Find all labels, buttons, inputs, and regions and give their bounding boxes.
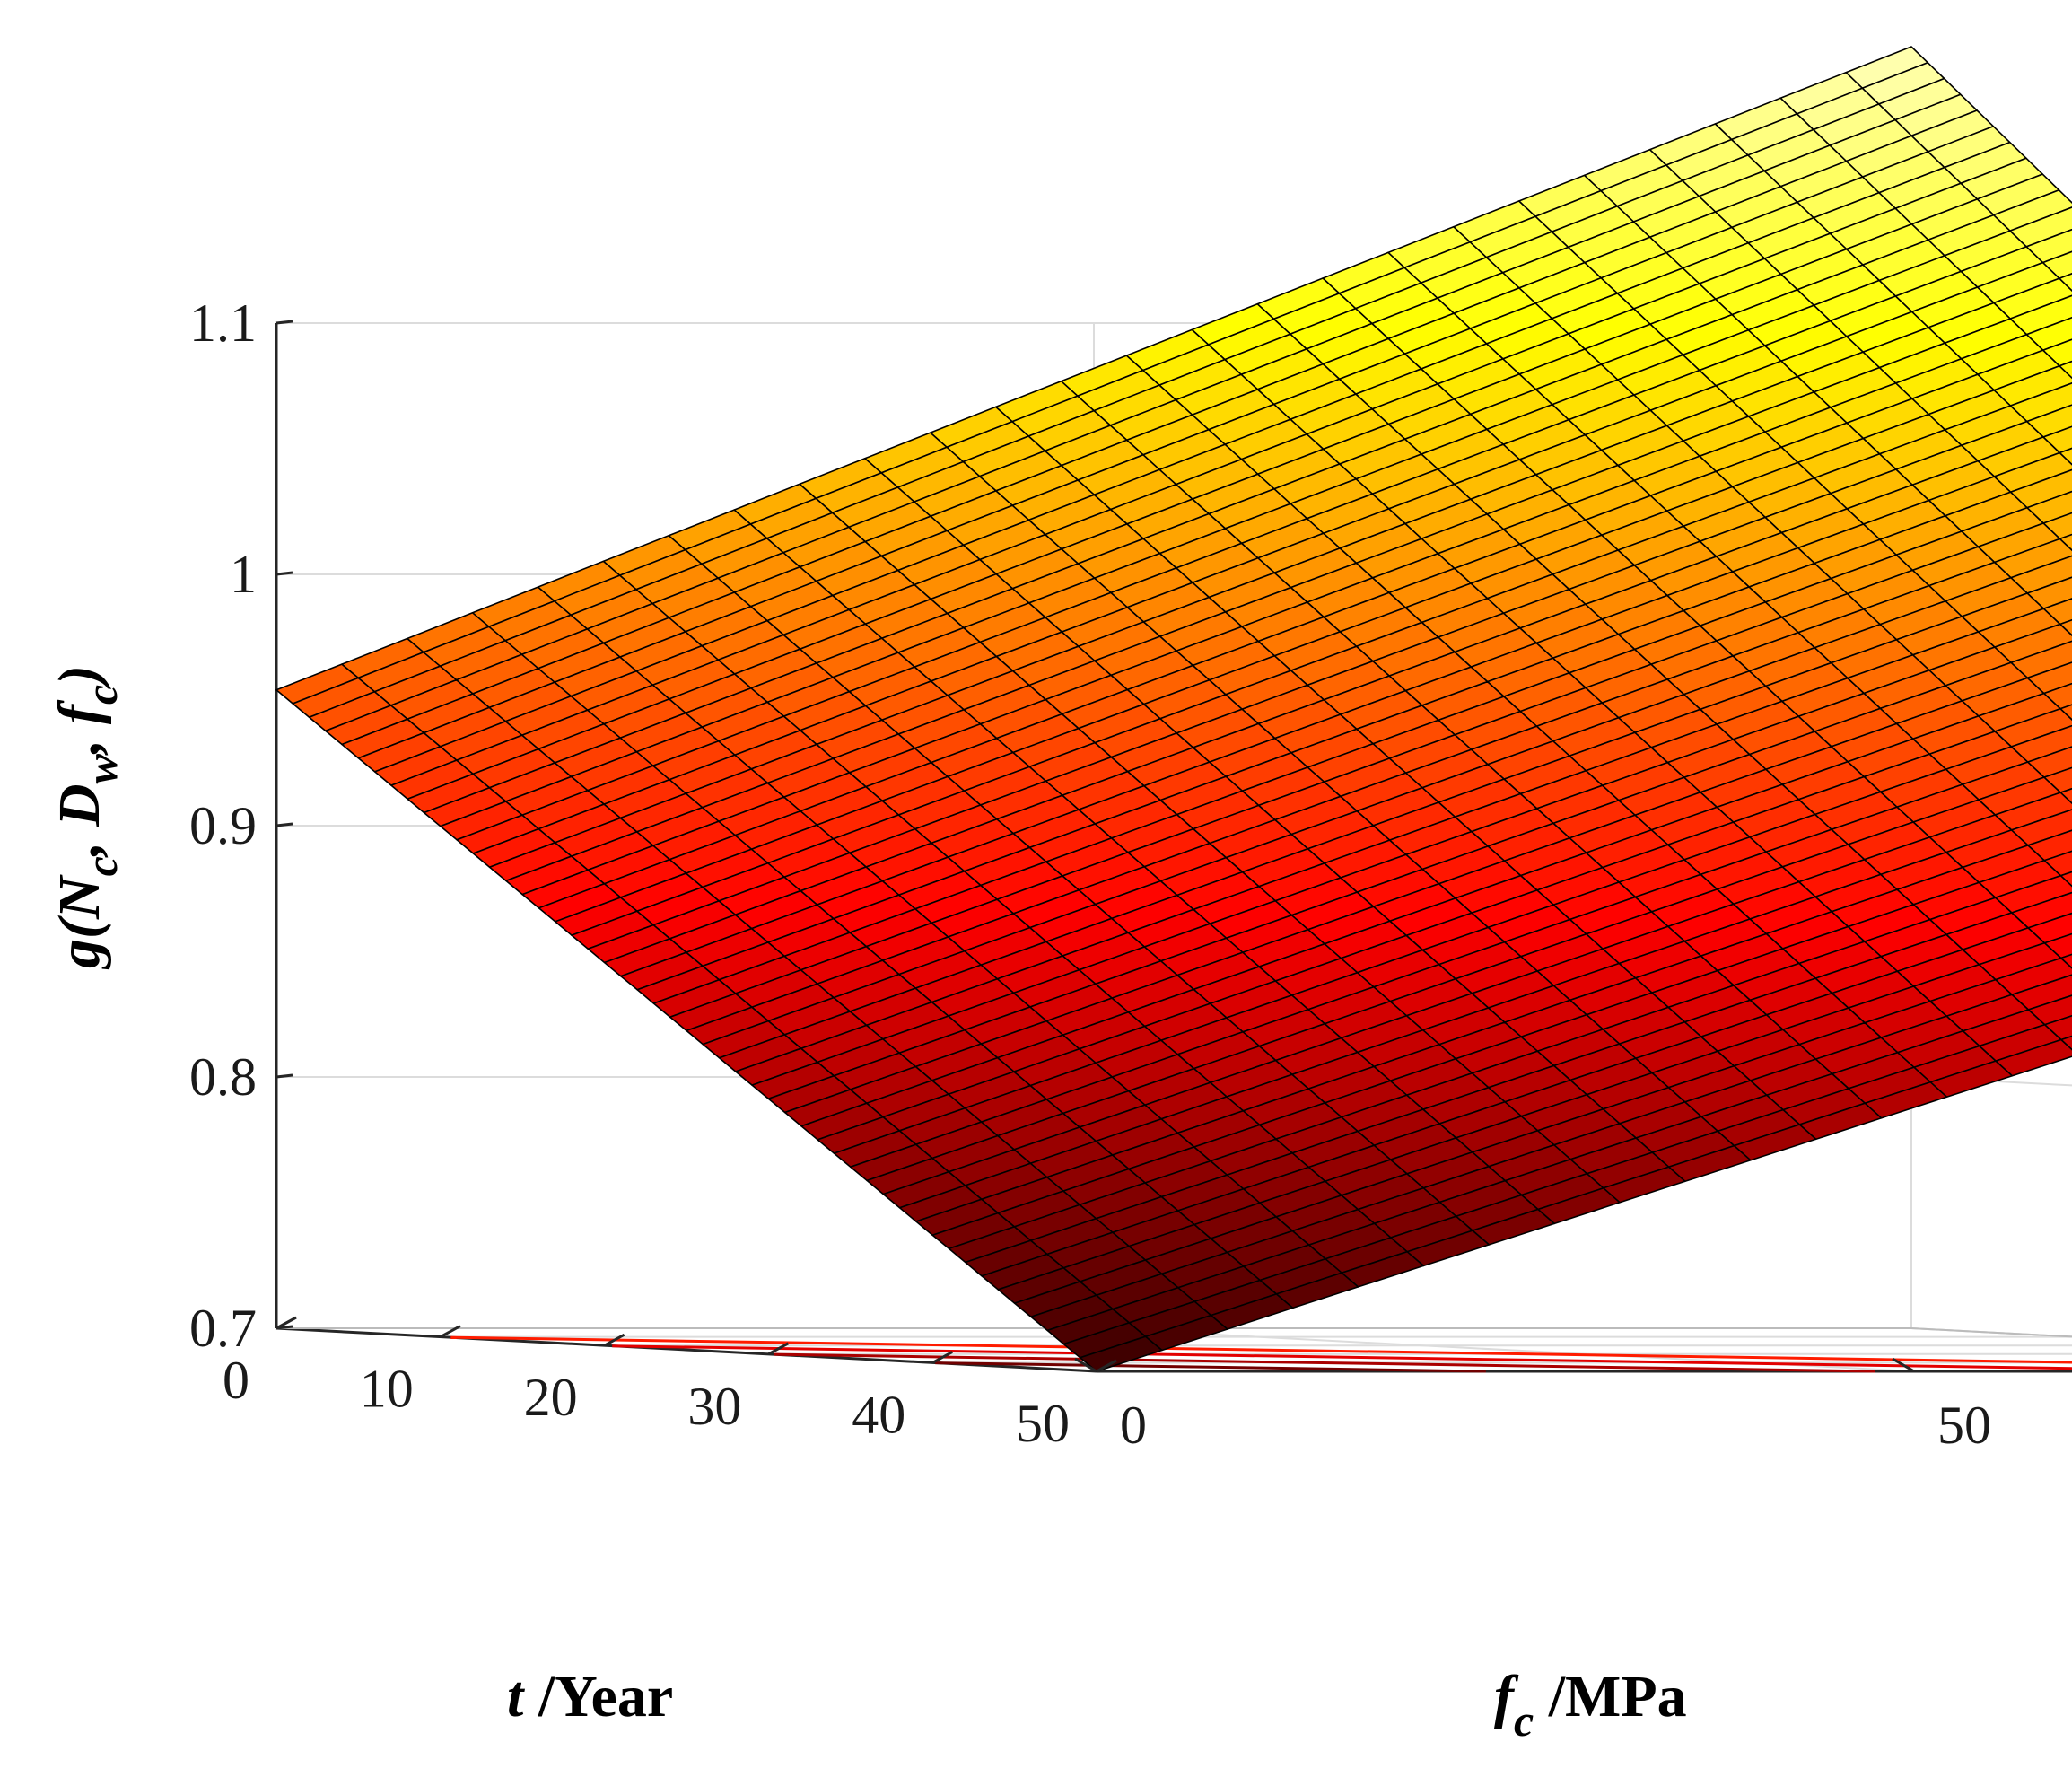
x-tick-label: 30: [687, 1377, 741, 1436]
z-tick-label: 0.9: [189, 796, 257, 855]
y-tick-mark: [1892, 1357, 1915, 1373]
x-axis-label: t /Year: [507, 1664, 673, 1729]
x-tick-label: 40: [852, 1385, 905, 1444]
back-floor-edge: [1910, 1327, 2072, 1338]
x-tick-label: 0: [223, 1351, 249, 1410]
z-tick-mark: [275, 571, 293, 576]
floor-contour-lines: [450, 1335, 2072, 1373]
x-tick-mark: [1096, 1359, 1117, 1373]
x-tick-label: 50: [1016, 1394, 1070, 1453]
x-tick-label: 20: [524, 1368, 578, 1427]
y-tick-label: 50: [1937, 1396, 1991, 1455]
y-tick-label: 0: [1120, 1396, 1147, 1455]
x-tick-mark: [440, 1325, 461, 1338]
z-tick-label: 0.7: [189, 1299, 257, 1358]
x-tick-mark: [931, 1351, 953, 1364]
contour-line: [774, 1352, 1875, 1373]
x-tick-mark: [767, 1342, 790, 1356]
z-tick-mark: [275, 822, 293, 827]
side-wall-gridline-z: [1910, 1076, 2072, 1087]
tick-labels: 0.70.80.911.101020304050050100: [189, 293, 1991, 1455]
z-tick-label: 0.8: [189, 1047, 257, 1107]
y-tick-mark: [1074, 1357, 1097, 1373]
x-tick-mark: [275, 1316, 297, 1330]
z-axis-label: g(Nc, Dw, fc): [47, 665, 127, 970]
contour-line: [935, 1361, 1486, 1373]
contour-line: [450, 1335, 2072, 1364]
surface-mesh: [275, 46, 2072, 1372]
z-tick-mark: [275, 1073, 293, 1079]
contour-line: [612, 1344, 2072, 1370]
x-tick-label: 10: [360, 1360, 414, 1419]
x-tick-mark: [603, 1333, 625, 1347]
y-axis-label: fc /MPa: [1494, 1664, 1687, 1746]
z-tick-label: 1.1: [189, 293, 257, 353]
z-tick-mark: [275, 320, 293, 325]
z-tick-label: 1: [230, 545, 257, 604]
